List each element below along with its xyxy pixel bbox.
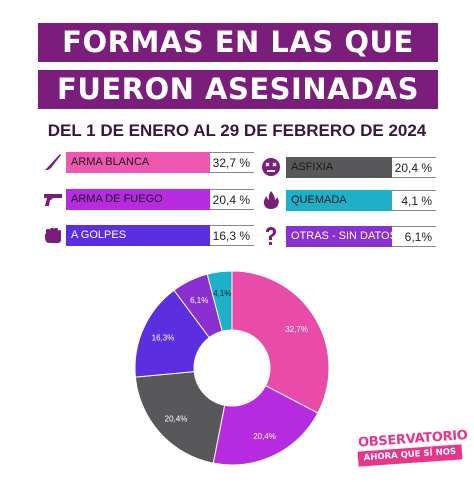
slice-quemada [206, 270, 233, 332]
legend-label: ARMA DE FUEGO [66, 189, 210, 210]
title-line-1: FORMAS EN LAS QUE [38, 23, 438, 62]
slice-arma-blanca [231, 270, 330, 414]
legend-label: ARMA BLANCA [66, 152, 210, 173]
slice-asfixia [134, 371, 226, 464]
knife-icon [45, 154, 61, 170]
gun-icon [44, 194, 62, 206]
legend-label: A GOLPES [66, 225, 210, 246]
legend-label: ASFIXIA [286, 157, 392, 178]
legend-percent: 20,4 % [392, 157, 436, 178]
observatorio-logo: OBSERVATORIO AHORA QUE SÍ NOS VEN [357, 428, 468, 476]
legend-label: OTRAS - SIN DATOS [286, 226, 397, 247]
legend-percent: 20,4 % [210, 189, 254, 210]
legend-percent: 6,1% [392, 226, 436, 247]
legend-percent: 32,7 % [210, 152, 254, 173]
slice-label-a-golpes: 16,3% [152, 333, 175, 342]
slice-label-otras-sin-datos: 6,1% [190, 296, 208, 305]
legend-percent: 16,3 % [210, 225, 254, 246]
slice-arma-de-fuego [212, 385, 319, 466]
slice-label-asfixia: 20,4% [165, 415, 188, 424]
title-line-2: FUERON ASESINADAS [38, 70, 438, 109]
slice-label-quemada: 4,1% [213, 289, 231, 298]
flame-icon [263, 191, 279, 209]
fist-icon [45, 228, 61, 243]
slice-label-arma-blanca: 32,7% [285, 325, 308, 334]
slice-label-arma-de-fuego: 20,4% [253, 432, 276, 441]
subtitle: DEL 1 DE ENERO AL 29 DE FEBRERO DE 2024 [47, 121, 427, 140]
suffocation-face-icon [262, 158, 280, 176]
question-mark-icon [266, 227, 276, 245]
legend-label: QUEMADA [286, 190, 392, 211]
slice-a-golpes [134, 289, 210, 378]
legend-percent: 4,1 % [392, 190, 436, 211]
